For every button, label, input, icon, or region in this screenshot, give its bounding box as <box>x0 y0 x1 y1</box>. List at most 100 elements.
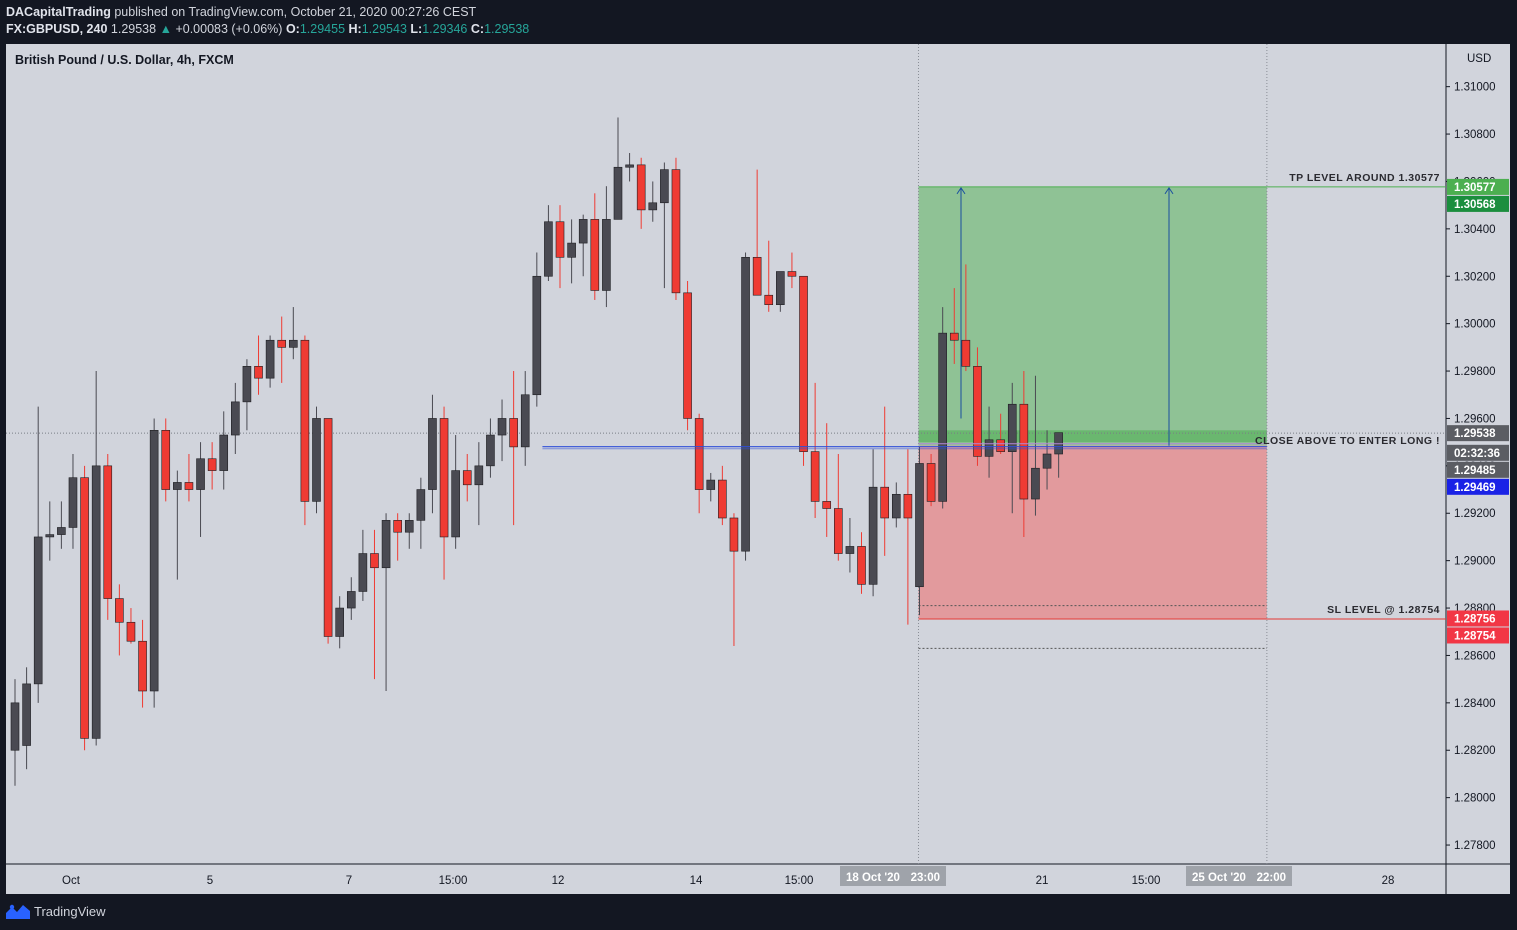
x-tick-label: Oct <box>62 875 81 887</box>
candle <box>312 406 321 514</box>
candle <box>219 411 229 490</box>
candle <box>381 513 391 691</box>
candle-body <box>346 591 356 609</box>
candle-body <box>752 256 762 296</box>
x-tick-label: 12 <box>552 875 565 887</box>
candle <box>636 157 646 229</box>
candle-body <box>1042 453 1052 469</box>
candle-body <box>706 479 716 490</box>
candle-body <box>729 517 739 552</box>
candle <box>938 307 947 509</box>
author-name[interactable]: DACapitalTrading <box>6 5 111 19</box>
open-label: O: <box>285 22 300 36</box>
candle-body <box>996 439 1005 452</box>
arrow-head-icon <box>1164 187 1174 195</box>
candle-body <box>880 486 890 519</box>
y-tick-label: 1.30400 <box>1454 224 1496 236</box>
publish-header: DACapitalTrading published on TradingVie… <box>0 0 1517 44</box>
candle-body <box>648 202 658 211</box>
tradingview-logo-icon[interactable] <box>6 903 30 919</box>
high-value: 1.29543 <box>361 22 407 36</box>
candle <box>857 532 866 594</box>
range-tag-time: 23:00 <box>911 872 940 884</box>
y-tick-label: 1.29200 <box>1454 508 1496 520</box>
candle-body <box>451 470 460 538</box>
candlestick-chart[interactable]: TP LEVEL AROUND 1.30577 CLOSE ABOVE TO EN… <box>6 44 1510 894</box>
candle <box>787 252 797 289</box>
candle <box>671 157 681 300</box>
candle <box>648 181 658 222</box>
candle <box>497 399 507 462</box>
price-tag-bg <box>1447 610 1509 627</box>
candle <box>799 275 808 466</box>
candle-body <box>810 451 820 502</box>
price-tag-bg <box>1447 195 1509 212</box>
candle-body <box>868 486 878 585</box>
candle-body <box>822 501 832 509</box>
candle <box>323 418 333 644</box>
candle-body <box>103 465 113 599</box>
y-tick-label: 1.30200 <box>1454 271 1496 283</box>
price-tag-label: 1.30577 <box>1454 182 1496 194</box>
candle-body <box>22 683 31 746</box>
y-tick-label: 1.29600 <box>1454 413 1496 425</box>
candle <box>115 584 124 656</box>
candle-body <box>590 219 600 291</box>
candle <box>277 316 287 383</box>
candle-body <box>602 219 611 291</box>
candle <box>1031 375 1040 516</box>
candle-body <box>323 418 333 637</box>
range-tag-bg <box>840 866 946 886</box>
candle-body <box>903 493 913 519</box>
candle-body <box>335 607 344 637</box>
candle-body <box>381 520 391 569</box>
candle <box>462 454 472 502</box>
candle-body <box>1019 403 1029 500</box>
candle-body <box>694 418 704 490</box>
candle-body <box>474 465 484 486</box>
last-price: 1.29538 <box>110 22 157 36</box>
chart-title: British Pound / U.S. Dollar, 4h, FXCM <box>15 53 234 67</box>
candle-body <box>891 493 901 519</box>
candle-body <box>57 527 66 535</box>
candle <box>532 252 542 407</box>
x-tick-label: 14 <box>690 875 703 887</box>
symbol-interval[interactable]: FX:GBPUSD, 240 <box>6 22 108 36</box>
candle <box>242 359 252 431</box>
candle-body <box>115 598 124 623</box>
candle <box>683 280 692 431</box>
candle-body <box>973 366 982 457</box>
entry-band-zone <box>918 430 1267 443</box>
candle <box>1019 371 1029 537</box>
open-value: 1.29455 <box>299 22 346 36</box>
x-tick-label: 15:00 <box>785 875 814 887</box>
candle-body <box>126 621 136 642</box>
price-tag-label: 02:32:36 <box>1454 448 1500 460</box>
candle <box>184 454 194 502</box>
candle-body <box>532 275 542 396</box>
candle <box>393 513 402 561</box>
candle-body <box>231 401 240 436</box>
publish-info: DACapitalTrading published on TradingVie… <box>6 5 476 19</box>
candle <box>810 382 820 518</box>
candle <box>718 465 727 526</box>
symbol-info: FX:GBPUSD, 240 1.29538 ▲ +0.00083 (+0.06… <box>6 22 529 36</box>
candle-body <box>520 394 530 448</box>
candle <box>949 288 959 364</box>
candle-body <box>718 479 727 519</box>
x-tick-label: 21 <box>1036 875 1049 887</box>
tradingview-brand[interactable]: TradingView <box>34 904 106 919</box>
candle-body <box>834 508 843 554</box>
candle-body <box>45 534 55 538</box>
candle-body <box>10 702 20 751</box>
candle <box>439 406 449 580</box>
currency-label: USD <box>1467 53 1491 65</box>
close-label: C: <box>470 22 485 36</box>
candle-body <box>741 256 750 552</box>
range-tag-date: 18 Oct '20 <box>846 872 900 884</box>
chart-area[interactable]: TP LEVEL AROUND 1.30577 CLOSE ABOVE TO EN… <box>6 44 1510 894</box>
candle-body <box>184 482 194 490</box>
candle <box>520 371 530 466</box>
candle-body <box>567 242 576 258</box>
candle <box>694 413 704 514</box>
